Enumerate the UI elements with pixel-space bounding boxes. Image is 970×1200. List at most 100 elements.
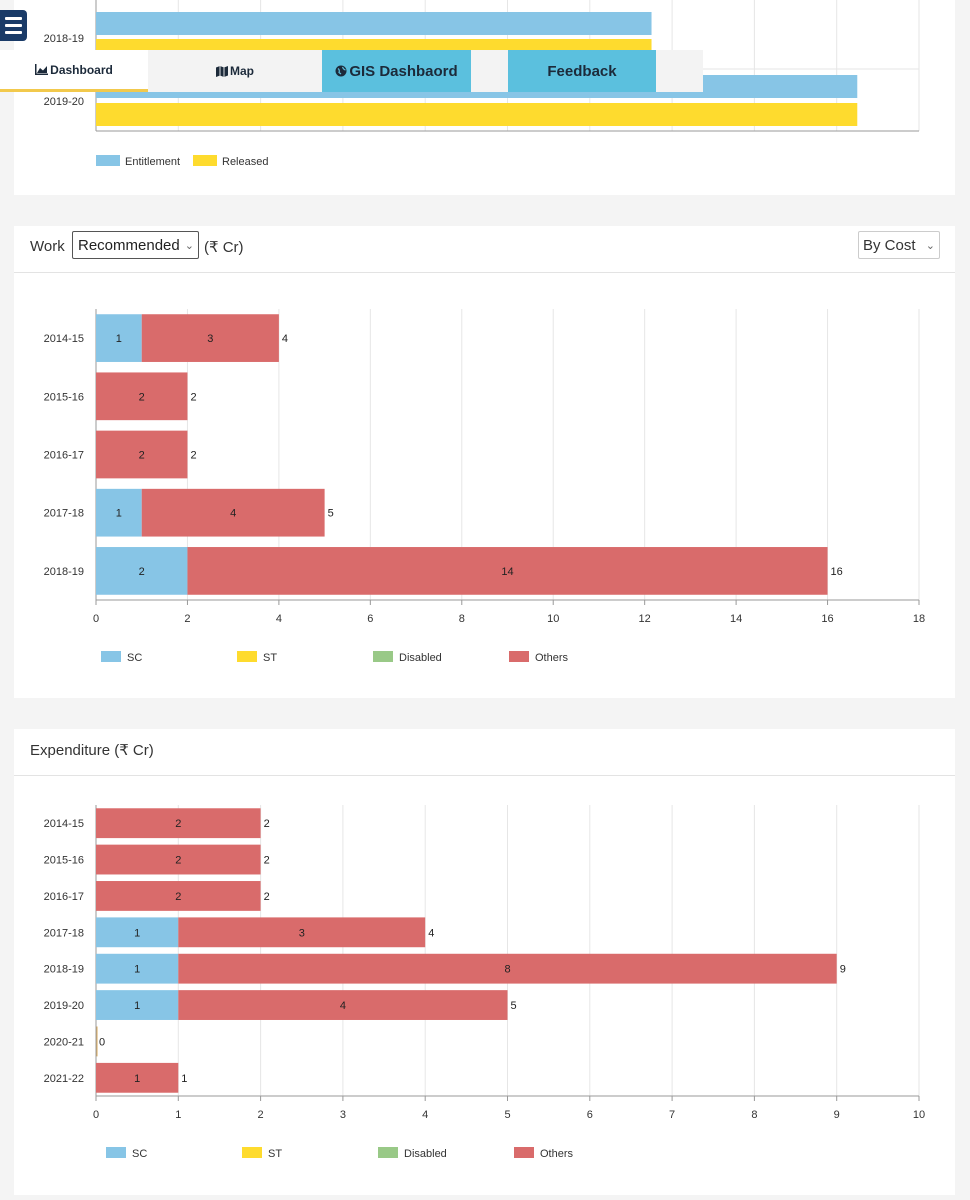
sort-by-select[interactable]: By Cost ⌄ — [858, 231, 940, 259]
bar-others — [141, 488, 325, 537]
bar-sc — [96, 953, 179, 984]
x-tick-label: 2 — [184, 613, 190, 625]
bar-others — [178, 953, 837, 984]
tab-dashboard[interactable]: Dashboard — [0, 50, 148, 92]
x-tick-label: 6 — [587, 1109, 593, 1121]
area-chart-icon — [35, 64, 49, 75]
chevron-down-icon: ⌄ — [184, 240, 194, 252]
total-label: 0 — [99, 1036, 105, 1048]
tab-spacer — [656, 50, 703, 92]
total-label: 2 — [264, 891, 270, 903]
bar-value-label: 1 — [134, 1073, 140, 1085]
expenditure-title: Expenditure (₹ Cr) — [30, 742, 154, 759]
bar-others — [96, 808, 261, 839]
bar-others — [96, 1062, 179, 1093]
expenditure-card-header: Expenditure (₹ Cr) — [14, 729, 955, 776]
legend-label: ST — [268, 1148, 282, 1160]
tab-label: Feedback — [547, 62, 617, 80]
y-tick-label: 2016-17 — [44, 450, 84, 462]
work-type-value: Recommended — [78, 237, 180, 254]
bar-sc — [96, 917, 179, 948]
total-label: 2 — [190, 450, 196, 462]
y-tick-label: 2017-18 — [44, 927, 84, 939]
bar-value-label: 2 — [139, 450, 145, 462]
bar-sc — [96, 990, 179, 1020]
y-tick-label: 2018-19 — [44, 566, 84, 578]
bar-others — [178, 990, 508, 1020]
legend-label: ST — [263, 652, 277, 664]
total-label: 4 — [428, 927, 434, 939]
expenditure-chart-card: Expenditure (₹ Cr) 0 1 2 3 4 5 6 7 8 9 10 2014-15 2 2… — [14, 729, 955, 1195]
x-tick-label: 8 — [751, 1109, 757, 1121]
legend-label: Others — [540, 1148, 574, 1160]
legend-swatch — [514, 1147, 534, 1158]
x-tick-label: 18 — [913, 613, 925, 625]
legend-label: Entitlement — [125, 156, 180, 168]
tab-feedback[interactable]: Feedback — [508, 50, 656, 92]
y-tick-label: 2018-19 — [44, 33, 84, 45]
bar-released — [96, 103, 858, 126]
y-tick-label: 2021-22 — [44, 1073, 84, 1085]
bar-value-label: 1 — [116, 333, 122, 345]
tab-map[interactable]: Map — [148, 50, 322, 92]
fund-chart-card: 2018-19 2019-20 Entitlement Released — [14, 0, 955, 195]
tab-label: Dashboard — [50, 62, 113, 77]
tab-spacer — [471, 50, 508, 92]
bar-others — [96, 844, 261, 875]
bar-value-label: 4 — [230, 508, 236, 520]
total-label: 4 — [282, 333, 288, 345]
bar-value-label: 8 — [504, 964, 510, 976]
bar-value-label: 4 — [340, 1000, 346, 1012]
legend-swatch — [378, 1147, 398, 1158]
tab-gis-dashboard[interactable]: GIS Dashbaord — [322, 50, 471, 92]
y-tick-label: 2020-21 — [44, 1036, 84, 1048]
bar-value-label: 1 — [116, 508, 122, 520]
legend-label: SC — [127, 652, 142, 664]
x-tick-label: 7 — [669, 1109, 675, 1121]
menu-line — [5, 17, 22, 20]
work-unit-label: (₹ Cr) — [204, 239, 244, 256]
total-label: 5 — [328, 508, 334, 520]
x-tick-label: 14 — [730, 613, 742, 625]
x-tick-label: 8 — [459, 613, 465, 625]
total-label: 1 — [181, 1073, 187, 1085]
fund-chart: 2018-19 2019-20 Entitlement Released — [44, 0, 920, 168]
work-title: Work — [30, 238, 65, 255]
bar-value-label: 1 — [134, 1000, 140, 1012]
tab-label: Map — [230, 64, 254, 78]
y-tick-label: 2015-16 — [44, 391, 84, 403]
bar-value-label: 2 — [139, 566, 145, 578]
total-label: 9 — [840, 964, 846, 976]
bar-entitlement — [96, 12, 652, 35]
x-tick-label: 10 — [913, 1109, 925, 1121]
y-tick-label: 2014-15 — [44, 818, 84, 830]
y-tick-label: 2015-16 — [44, 855, 84, 867]
x-tick-label: 10 — [547, 613, 559, 625]
y-tick-label: 2019-20 — [44, 1000, 84, 1012]
legend-swatch — [237, 651, 257, 662]
bar-value-label: 1 — [134, 927, 140, 939]
legend-swatch — [242, 1147, 262, 1158]
bar-value-label: 2 — [175, 818, 181, 830]
hamburger-menu-button[interactable] — [0, 10, 27, 41]
legend-label: SC — [132, 1148, 147, 1160]
bar-value-label: 2 — [139, 391, 145, 403]
y-tick-label: 2019-20 — [44, 96, 84, 108]
x-tick-label: 0 — [93, 1109, 99, 1121]
work-card-header: Work Recommended ⌄ (₹ Cr) By Cost ⌄ — [14, 226, 955, 273]
nav-tab-bar: Dashboard Map GIS Dashbaord Feedback — [0, 50, 703, 92]
work-type-select[interactable]: Recommended ⌄ — [72, 231, 199, 259]
bar-value-label: 3 — [299, 927, 305, 939]
bar-others — [96, 881, 261, 911]
bar-others — [178, 917, 426, 948]
bar-sc — [96, 314, 142, 362]
bar-value-label: 14 — [501, 566, 513, 578]
bar-value-label: 2 — [175, 891, 181, 903]
y-tick-label: 2014-15 — [44, 333, 84, 345]
bar-others — [141, 314, 279, 362]
globe-icon — [335, 65, 347, 77]
bar-others — [187, 547, 828, 595]
menu-line — [5, 24, 22, 27]
x-tick-label: 16 — [821, 613, 833, 625]
